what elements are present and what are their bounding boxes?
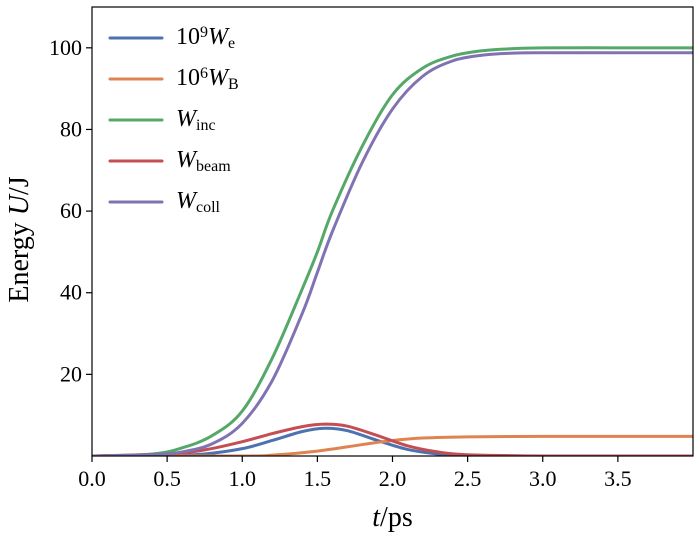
y-tick-label: 80 [60, 116, 82, 141]
legend-label-2-part-2: 6 [200, 65, 208, 82]
x-axis-label: t/ps [372, 502, 412, 533]
legend-label-2: 106WB [176, 65, 239, 93]
legend-label-1-part-1: 10 [176, 24, 200, 50]
y-axis-label-suffix: /J [4, 176, 35, 195]
legend-label-5: Wcoll [176, 188, 221, 216]
y-axis-label: Energy U/J [4, 176, 35, 302]
legend-label-5-part-1: W [176, 188, 198, 214]
axis-labels: t/ps Energy U/J [4, 176, 413, 533]
series-line-3 [92, 46, 693, 456]
legend-label-3-part-1: W [176, 106, 198, 132]
y-tick-label: 60 [60, 198, 82, 223]
legend-label-3: Winc [176, 106, 216, 134]
x-axis-label-italic: t [372, 502, 381, 533]
legend-label-1: 109We [176, 24, 235, 52]
legend-label-5-part-2: coll [196, 199, 221, 216]
y-tick-label: 20 [60, 361, 82, 386]
legend-label-4-part-1: W [176, 147, 198, 173]
x-tick-label: 3.5 [604, 466, 632, 491]
legend-label-1-part-3: W [208, 24, 230, 50]
x-tick-label: 2.5 [454, 466, 482, 491]
y-axis-label-italic: U [4, 193, 35, 215]
legend-label-4: Wbeam [176, 147, 231, 175]
x-tick-label: 0.5 [153, 466, 181, 491]
axes: 0.0 0.5 1.0 1.5 2.0 2.5 3.0 3.5 20 40 60 80 100 [49, 6, 694, 491]
x-tick-label: 1.5 [304, 466, 332, 491]
x-axis-label-rest: /ps [380, 502, 413, 533]
legend-label-1-part-4: e [228, 35, 235, 52]
series-line-5 [92, 51, 693, 456]
x-tick-label: 3.0 [529, 466, 557, 491]
y-tick-label: 100 [49, 35, 82, 60]
legend-label-2-part-1: 10 [176, 65, 200, 91]
y-tick-label: 40 [60, 280, 82, 305]
legend-label-2-part-4: B [228, 76, 239, 93]
x-tick-label: 1.0 [229, 466, 257, 491]
x-tick-label: 0.0 [78, 466, 106, 491]
legend-label-3-part-2: inc [196, 117, 216, 134]
x-tick-label: 2.0 [379, 466, 407, 491]
y-axis-label-prefix: Energy [4, 215, 35, 302]
legend-label-4-part-2: beam [196, 158, 231, 175]
legend-label-2-part-3: W [208, 65, 230, 91]
legend-label-1-part-2: 9 [200, 24, 208, 41]
